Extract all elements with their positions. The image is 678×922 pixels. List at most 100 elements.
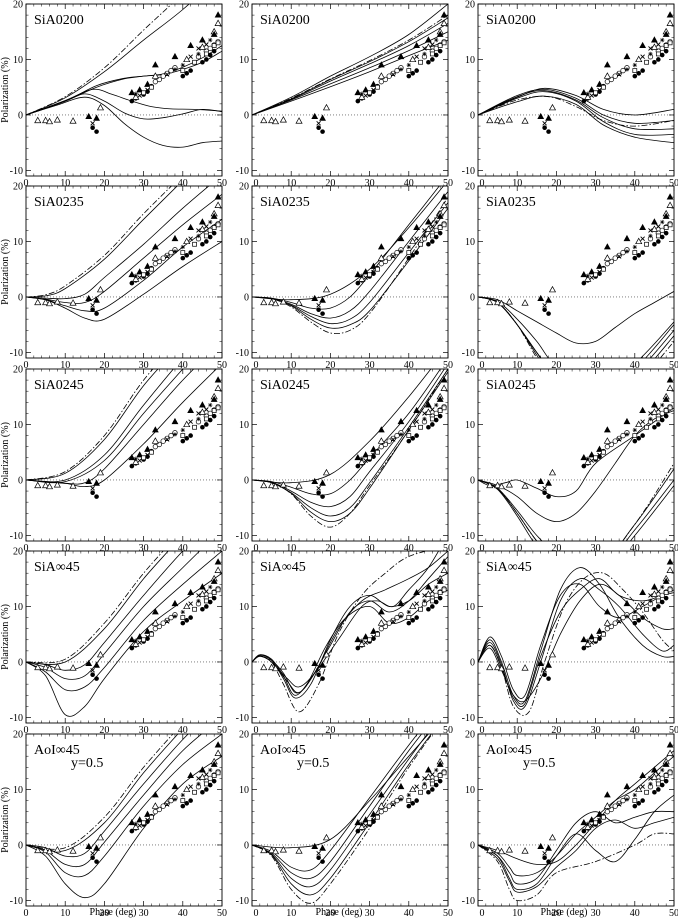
obs-open-circle [152, 79, 159, 85]
obs-open-triangle [198, 408, 206, 415]
obs-open-triangle [268, 481, 276, 489]
obs-filled-triangle [436, 577, 444, 584]
y-tick-label: -10 [10, 348, 23, 359]
obs-filled-triangle [545, 114, 552, 121]
y-tick-label: -10 [10, 896, 23, 907]
y-tick-label: 20 [465, 365, 475, 376]
obs-open-triangle [440, 749, 448, 756]
obs-cross [137, 640, 142, 645]
obs-star [196, 416, 201, 422]
obs-open-circle [164, 70, 170, 77]
obs-open-triangle [198, 590, 206, 597]
obs-open-triangle [505, 116, 513, 123]
y-axis-title: Polarization (%) [0, 787, 11, 853]
obs-filled-circle [636, 618, 642, 623]
x-tick-label: 40 [404, 908, 414, 919]
obs-open-triangle [183, 420, 191, 428]
obs-open-triangle [424, 408, 432, 415]
obs-open-square [667, 40, 673, 46]
obs-star [660, 219, 665, 225]
obs-filled-triangle [199, 36, 206, 43]
obs-filled-triangle [603, 426, 611, 433]
obs-open-triangle [214, 19, 222, 26]
obs-open-triangle [260, 481, 268, 489]
obs-open-circle [616, 617, 622, 624]
obs-open-circle [378, 444, 385, 450]
obs-cross [640, 419, 645, 425]
obs-filled-circle [410, 801, 416, 806]
obs-filled-circle [640, 68, 645, 73]
obs-filled-circle [656, 422, 661, 427]
x-tick-label: 0 [254, 178, 259, 189]
obs-star [359, 273, 364, 279]
obs-open-triangle [132, 823, 140, 830]
obs-filled-triangle [397, 782, 405, 790]
panel-sublabel: y=0.5 [297, 756, 329, 771]
y-tick-label: -10 [10, 713, 23, 724]
obs-cross [145, 817, 150, 823]
obs-open-triangle [666, 201, 674, 208]
model-curve [252, 191, 448, 319]
obs-filled-circle [546, 676, 551, 681]
obs-open-triangle [260, 846, 268, 854]
obs-open-square [149, 449, 154, 455]
obs-filled-circle [188, 615, 193, 620]
panel-frame [25, 550, 223, 724]
obs-star [422, 233, 427, 239]
panel-r0c2: 0 10 20 30 40 50 -10 0 10 20 SiA0200 [462, 0, 678, 189]
obs-star [422, 598, 427, 604]
obs-open-triangle [440, 566, 448, 573]
obs-filled-triangle [128, 453, 136, 461]
obs-open-circle [604, 79, 611, 85]
obs-open-triangle [53, 663, 61, 670]
obs-open-triangle [198, 43, 206, 50]
x-tick-label: 0 [254, 360, 259, 371]
obs-open-triangle [666, 749, 674, 756]
obs-cross [430, 772, 435, 777]
obs-filled-circle [188, 68, 193, 73]
obs-filled-circle [659, 599, 665, 605]
obs-filled-triangle [623, 234, 631, 242]
y-tick-label: 20 [13, 182, 23, 193]
obs-open-triangle [53, 481, 61, 488]
obs-filled-circle [200, 241, 205, 247]
obs-cross [414, 54, 419, 60]
obs-open-circle [616, 435, 622, 442]
obs-filled-triangle [377, 791, 385, 798]
obs-filled-circle [316, 672, 321, 678]
obs-cross [316, 667, 321, 673]
obs-filled-triangle [639, 771, 647, 779]
model-curve [478, 578, 674, 710]
obs-open-square [663, 773, 669, 778]
obs-cross [414, 236, 419, 242]
obs-open-triangle [603, 72, 611, 79]
y-tick-label: 0 [470, 657, 475, 668]
obs-filled-circle [652, 789, 657, 795]
observations [34, 558, 222, 681]
obs-filled-circle [90, 490, 95, 496]
obs-open-square [441, 222, 447, 228]
model-curve [252, 734, 423, 880]
model-curve [478, 583, 674, 699]
obs-filled-triangle [537, 842, 545, 850]
obs-open-circle [207, 775, 213, 782]
obs-filled-circle [90, 307, 95, 313]
obs-open-triangle [584, 458, 592, 465]
obs-filled-triangle [187, 223, 195, 231]
model-curve [26, 369, 174, 483]
obs-open-circle [207, 45, 213, 52]
obs-star [422, 416, 427, 422]
y-tick-label: -10 [236, 166, 249, 177]
obs-open-square [367, 637, 372, 643]
obs-filled-triangle [354, 270, 362, 278]
x-tick-label: 40 [178, 360, 188, 371]
obs-open-triangle [635, 237, 643, 245]
x-tick-label: 10 [512, 543, 522, 554]
obs-star [585, 273, 590, 279]
obs-open-triangle [494, 298, 502, 306]
obs-cross [640, 236, 645, 242]
panel-label: SiA0245 [486, 378, 536, 393]
obs-open-triangle [34, 846, 42, 854]
obs-open-triangle [295, 117, 303, 124]
